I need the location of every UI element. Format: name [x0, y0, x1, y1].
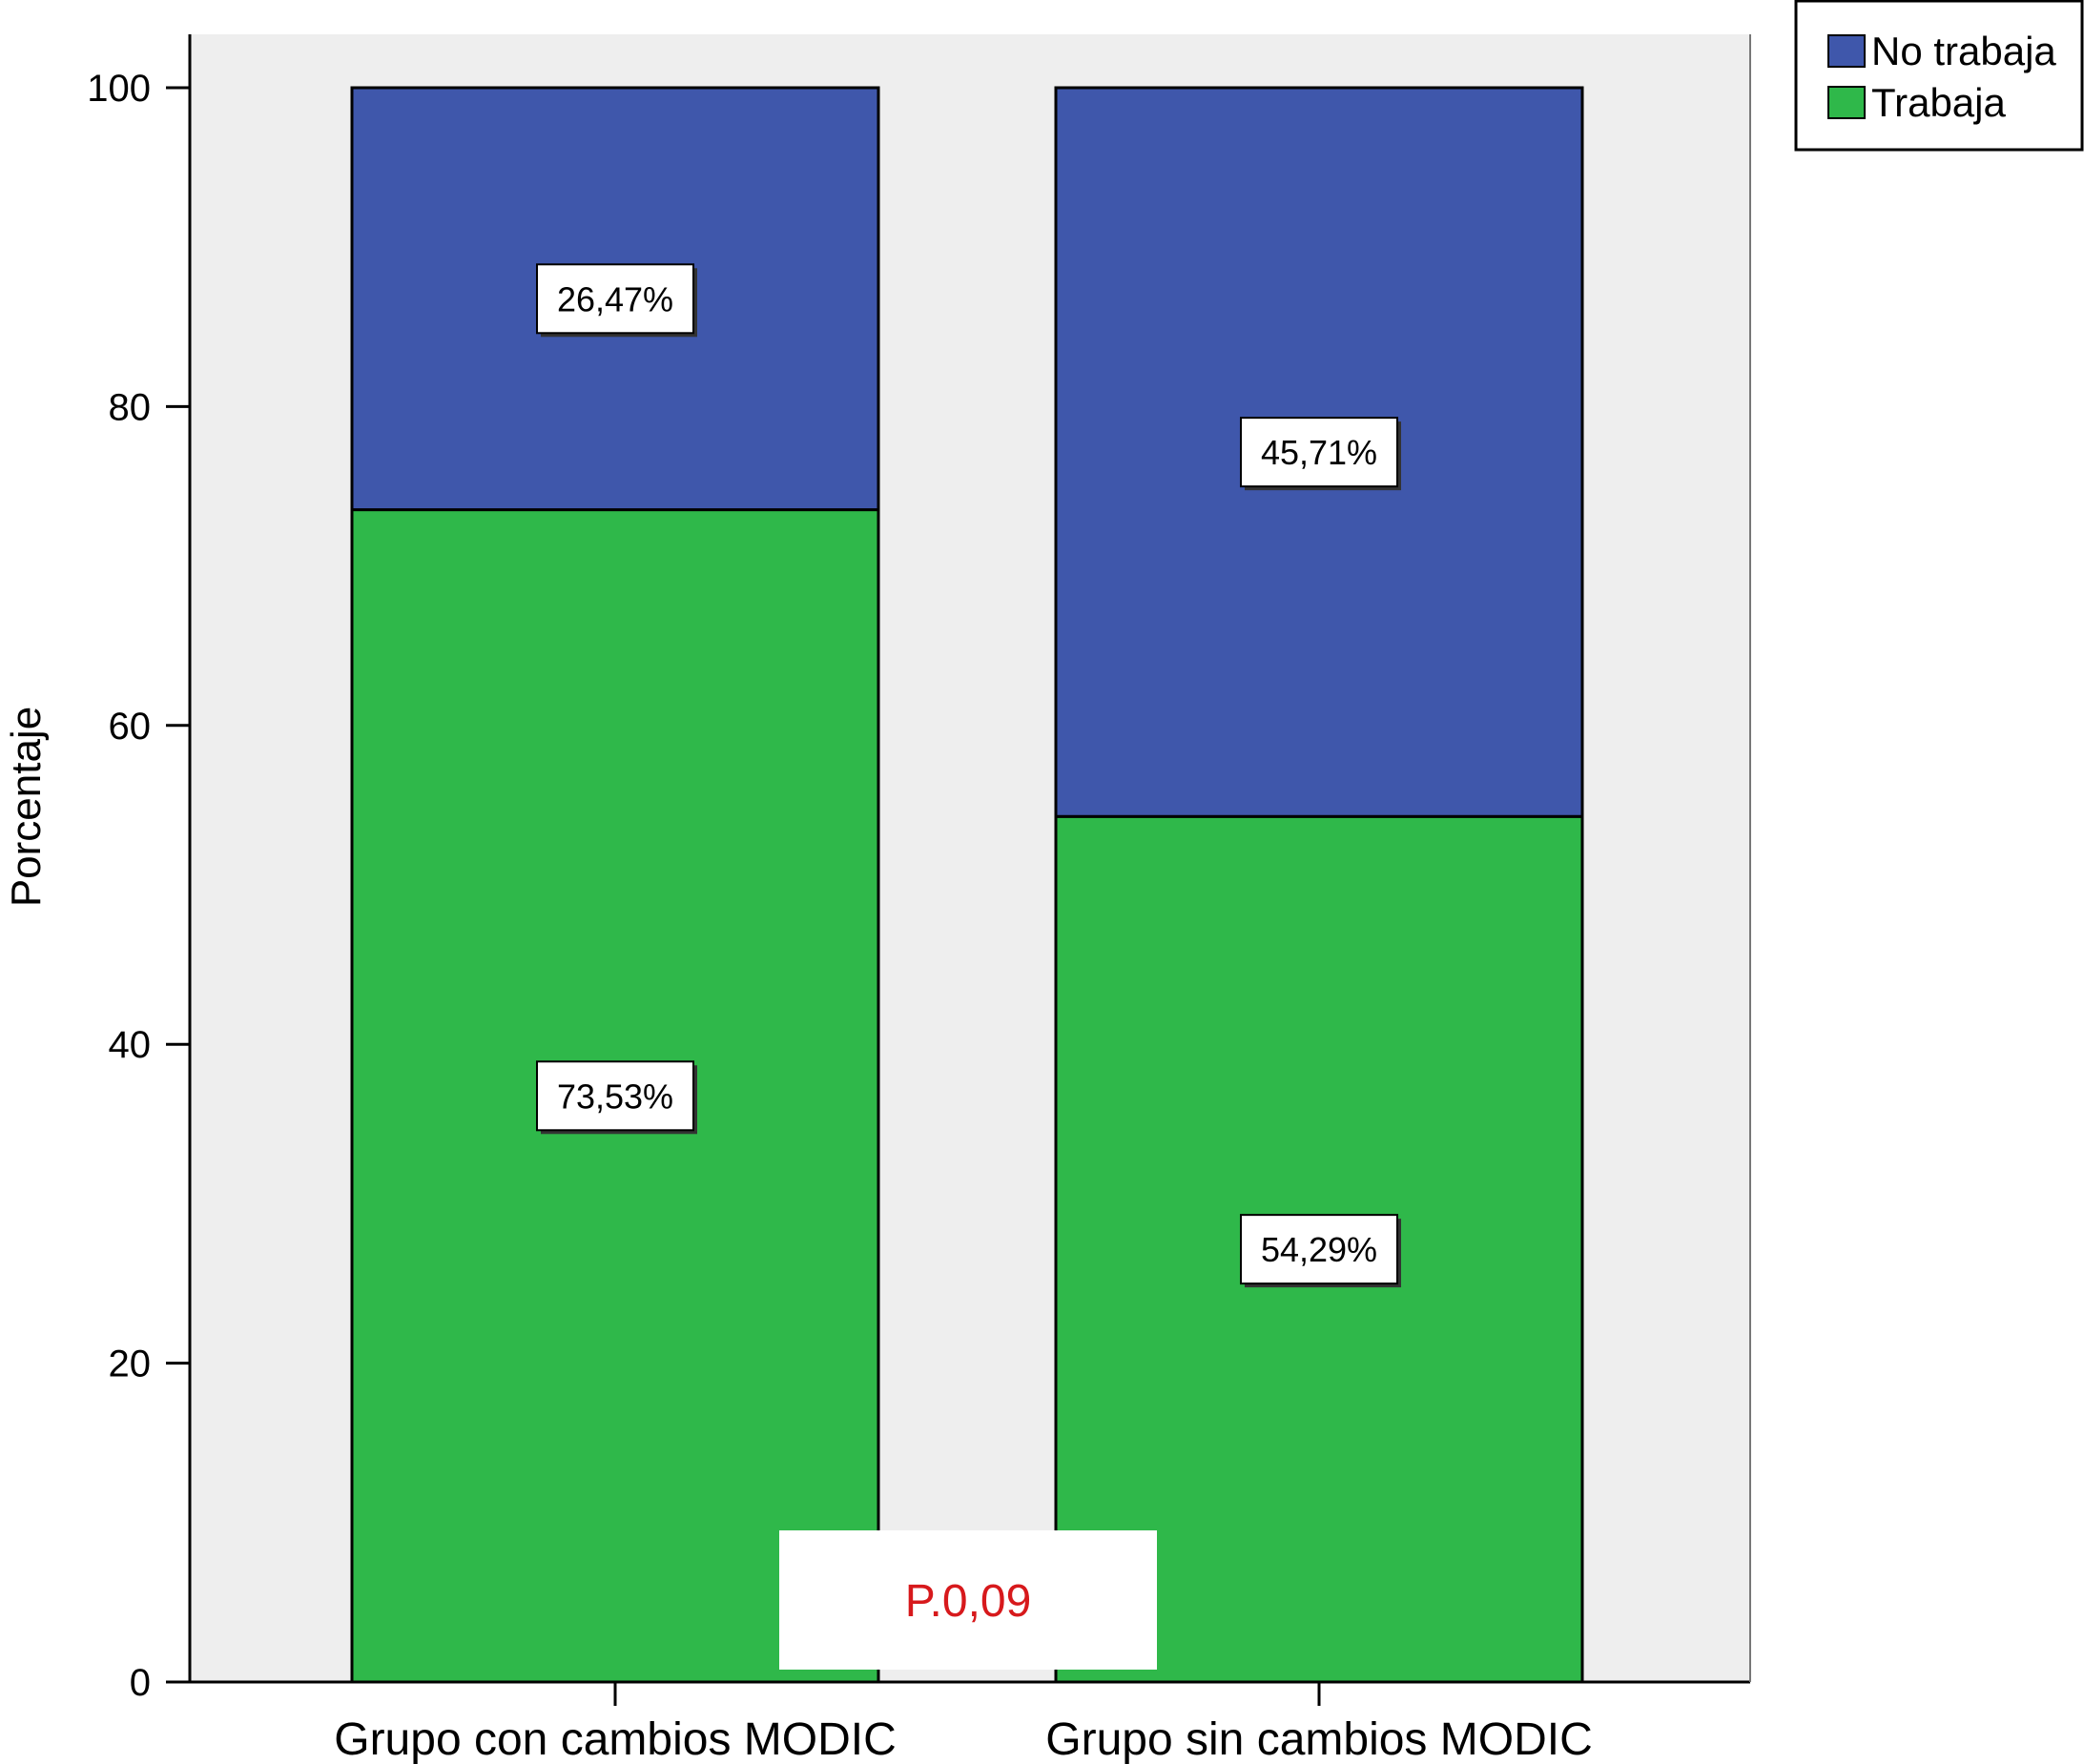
- y-tick-label: 40: [109, 1024, 152, 1066]
- x-ticks-group: Grupo con cambios MODIC Grupo sin cambios…: [334, 1682, 1593, 1764]
- y-tick-label: 0: [130, 1662, 151, 1704]
- y-axis-title: Porcentaje: [3, 707, 50, 907]
- data-label-box: [1240, 417, 1398, 488]
- y-tick-label: 60: [109, 706, 152, 748]
- legend-swatch-trabaja: [1827, 86, 1866, 119]
- y-tick-label: 20: [109, 1344, 152, 1385]
- y-tick-label: 100: [87, 68, 151, 110]
- legend: No trabaja Trabaja: [1794, 0, 2084, 152]
- data-label: 54,29%: [1261, 1230, 1377, 1269]
- data-label-box: [1240, 1214, 1398, 1285]
- y-tick-label: 80: [109, 386, 152, 428]
- legend-label-no-trabaja: No trabaja: [1871, 29, 2056, 73]
- p-value-text: P.0,09: [905, 1576, 1032, 1627]
- data-labels-group: 73,53% 26,47% 54,29% 45,71%: [536, 263, 1401, 1288]
- data-label: 26,47%: [557, 279, 673, 318]
- legend-box: [1794, 0, 2084, 152]
- x-tick-label: Grupo sin cambios MODIC: [1045, 1714, 1593, 1764]
- data-label-box: [536, 1060, 694, 1132]
- x-tick-label: Grupo con cambios MODIC: [334, 1714, 897, 1764]
- p-value-box: [779, 1530, 1157, 1670]
- data-label-box: [536, 263, 694, 335]
- data-label: 73,53%: [557, 1077, 673, 1116]
- legend-label-trabaja: Trabaja: [1871, 80, 2006, 125]
- legend-swatch-no-trabaja: [1827, 34, 1866, 68]
- y-ticks-group: 0 20 40 60 80 100: [87, 68, 190, 1704]
- data-label: 45,71%: [1261, 433, 1377, 472]
- p-value-annotation: P.0,09: [779, 1530, 1157, 1670]
